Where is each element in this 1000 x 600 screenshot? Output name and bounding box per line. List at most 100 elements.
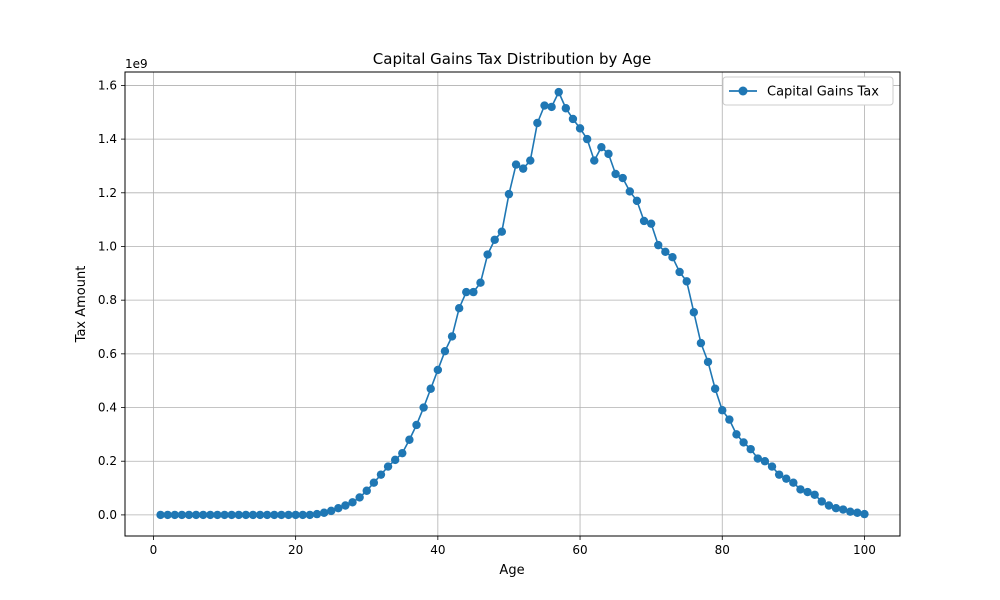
- data-point: [590, 156, 599, 165]
- x-tick-label: 40: [430, 543, 445, 557]
- data-point: [405, 435, 414, 444]
- data-point: [703, 357, 713, 367]
- legend-label: Capital Gains Tax: [767, 85, 879, 100]
- data-point: [319, 508, 329, 517]
- data-point: [526, 156, 535, 165]
- data-point: [191, 510, 201, 520]
- data-point: [725, 415, 734, 424]
- data-point: [533, 118, 542, 128]
- data-point: [213, 510, 222, 520]
- data-point: [611, 169, 620, 179]
- chart-title: Capital Gains Tax Distribution by Age: [373, 50, 651, 68]
- data-point: [412, 420, 421, 430]
- data-point: [831, 503, 841, 513]
- data-point: [334, 503, 343, 513]
- data-point: [646, 219, 656, 228]
- x-tick-label: 60: [572, 543, 587, 557]
- data-point: [199, 510, 208, 520]
- x-tick-label: 0: [150, 543, 158, 557]
- y-offset-text: 1e9: [125, 57, 148, 71]
- data-point: [789, 478, 798, 487]
- data-point: [383, 462, 393, 471]
- data-point: [390, 455, 400, 465]
- data-point: [618, 173, 627, 183]
- data-point: [255, 510, 265, 520]
- data-point: [675, 267, 684, 277]
- data-point: [824, 501, 834, 510]
- data-point: [248, 510, 258, 520]
- grid: [125, 72, 900, 536]
- data-point: [227, 510, 236, 520]
- data-point: [753, 454, 762, 463]
- data-point: [326, 506, 336, 516]
- data-point: [654, 240, 663, 250]
- y-tick-label: 0.0: [98, 508, 117, 522]
- data-point: [348, 498, 357, 507]
- data-point: [469, 287, 478, 297]
- data-point: [277, 510, 286, 520]
- data-point: [206, 510, 215, 520]
- data-point: [561, 104, 571, 113]
- data-point: [490, 235, 499, 244]
- x-tick-label: 100: [853, 543, 876, 557]
- y-axis-label: Tax Amount: [74, 266, 89, 344]
- data-point: [170, 510, 179, 520]
- legend-box: [722, 76, 894, 106]
- data-point: [234, 510, 243, 520]
- data-point: [582, 134, 592, 144]
- data-point: [767, 462, 777, 471]
- data-point: [511, 160, 521, 169]
- data-point: [796, 485, 805, 494]
- data-point: [454, 304, 464, 313]
- data-point: [241, 510, 251, 520]
- data-point: [298, 510, 307, 520]
- data-point: [341, 501, 350, 510]
- data-point: [369, 478, 379, 487]
- data-point: [547, 102, 556, 112]
- data-point: [462, 287, 471, 297]
- data-point: [518, 164, 528, 173]
- legend: Capital Gains Tax: [722, 76, 894, 106]
- data-point: [362, 486, 371, 495]
- data-point: [305, 510, 315, 520]
- data-point: [433, 365, 443, 375]
- plot-frame: [124, 71, 901, 537]
- data-point: [689, 308, 699, 317]
- data-point: [774, 470, 784, 479]
- data-point: [710, 384, 720, 393]
- data-point: [732, 430, 741, 439]
- data-point: [575, 124, 585, 133]
- data-point: [746, 444, 755, 454]
- data-point: [760, 457, 770, 466]
- data-point: [177, 510, 187, 520]
- data-point: [661, 247, 670, 257]
- data-point: [817, 497, 826, 506]
- y-tick-label: 1.6: [98, 78, 117, 92]
- axes: 0 20 40 60 80 100 0.0 0.2 0.4 0.6 0.8 1.0 1.2 1.4 1.6: [98, 71, 901, 557]
- data-point: [639, 216, 649, 226]
- data-point: [447, 332, 457, 341]
- data-point: [156, 510, 165, 520]
- data-point: [853, 508, 862, 517]
- y-tick-label: 0.6: [98, 347, 117, 361]
- data-point: [398, 448, 407, 458]
- data-point: [476, 278, 485, 287]
- data-point: [718, 406, 727, 415]
- data-point: [810, 490, 819, 499]
- data-point: [376, 470, 386, 479]
- data-point: [846, 507, 855, 516]
- y-tick-label: 0.4: [98, 401, 117, 415]
- legend-marker-swatch: [738, 86, 748, 96]
- y-tick-label: 1.4: [98, 132, 117, 146]
- data-point: [838, 505, 848, 514]
- y-tick-label: 1.0: [98, 239, 117, 253]
- data-point: [554, 87, 563, 97]
- data-point: [263, 510, 272, 520]
- data-point: [604, 149, 613, 159]
- data-point: [426, 384, 435, 393]
- data-point: [860, 509, 869, 519]
- data-point: [419, 403, 428, 412]
- y-tick-label: 1.2: [98, 186, 117, 200]
- data-point: [270, 510, 279, 520]
